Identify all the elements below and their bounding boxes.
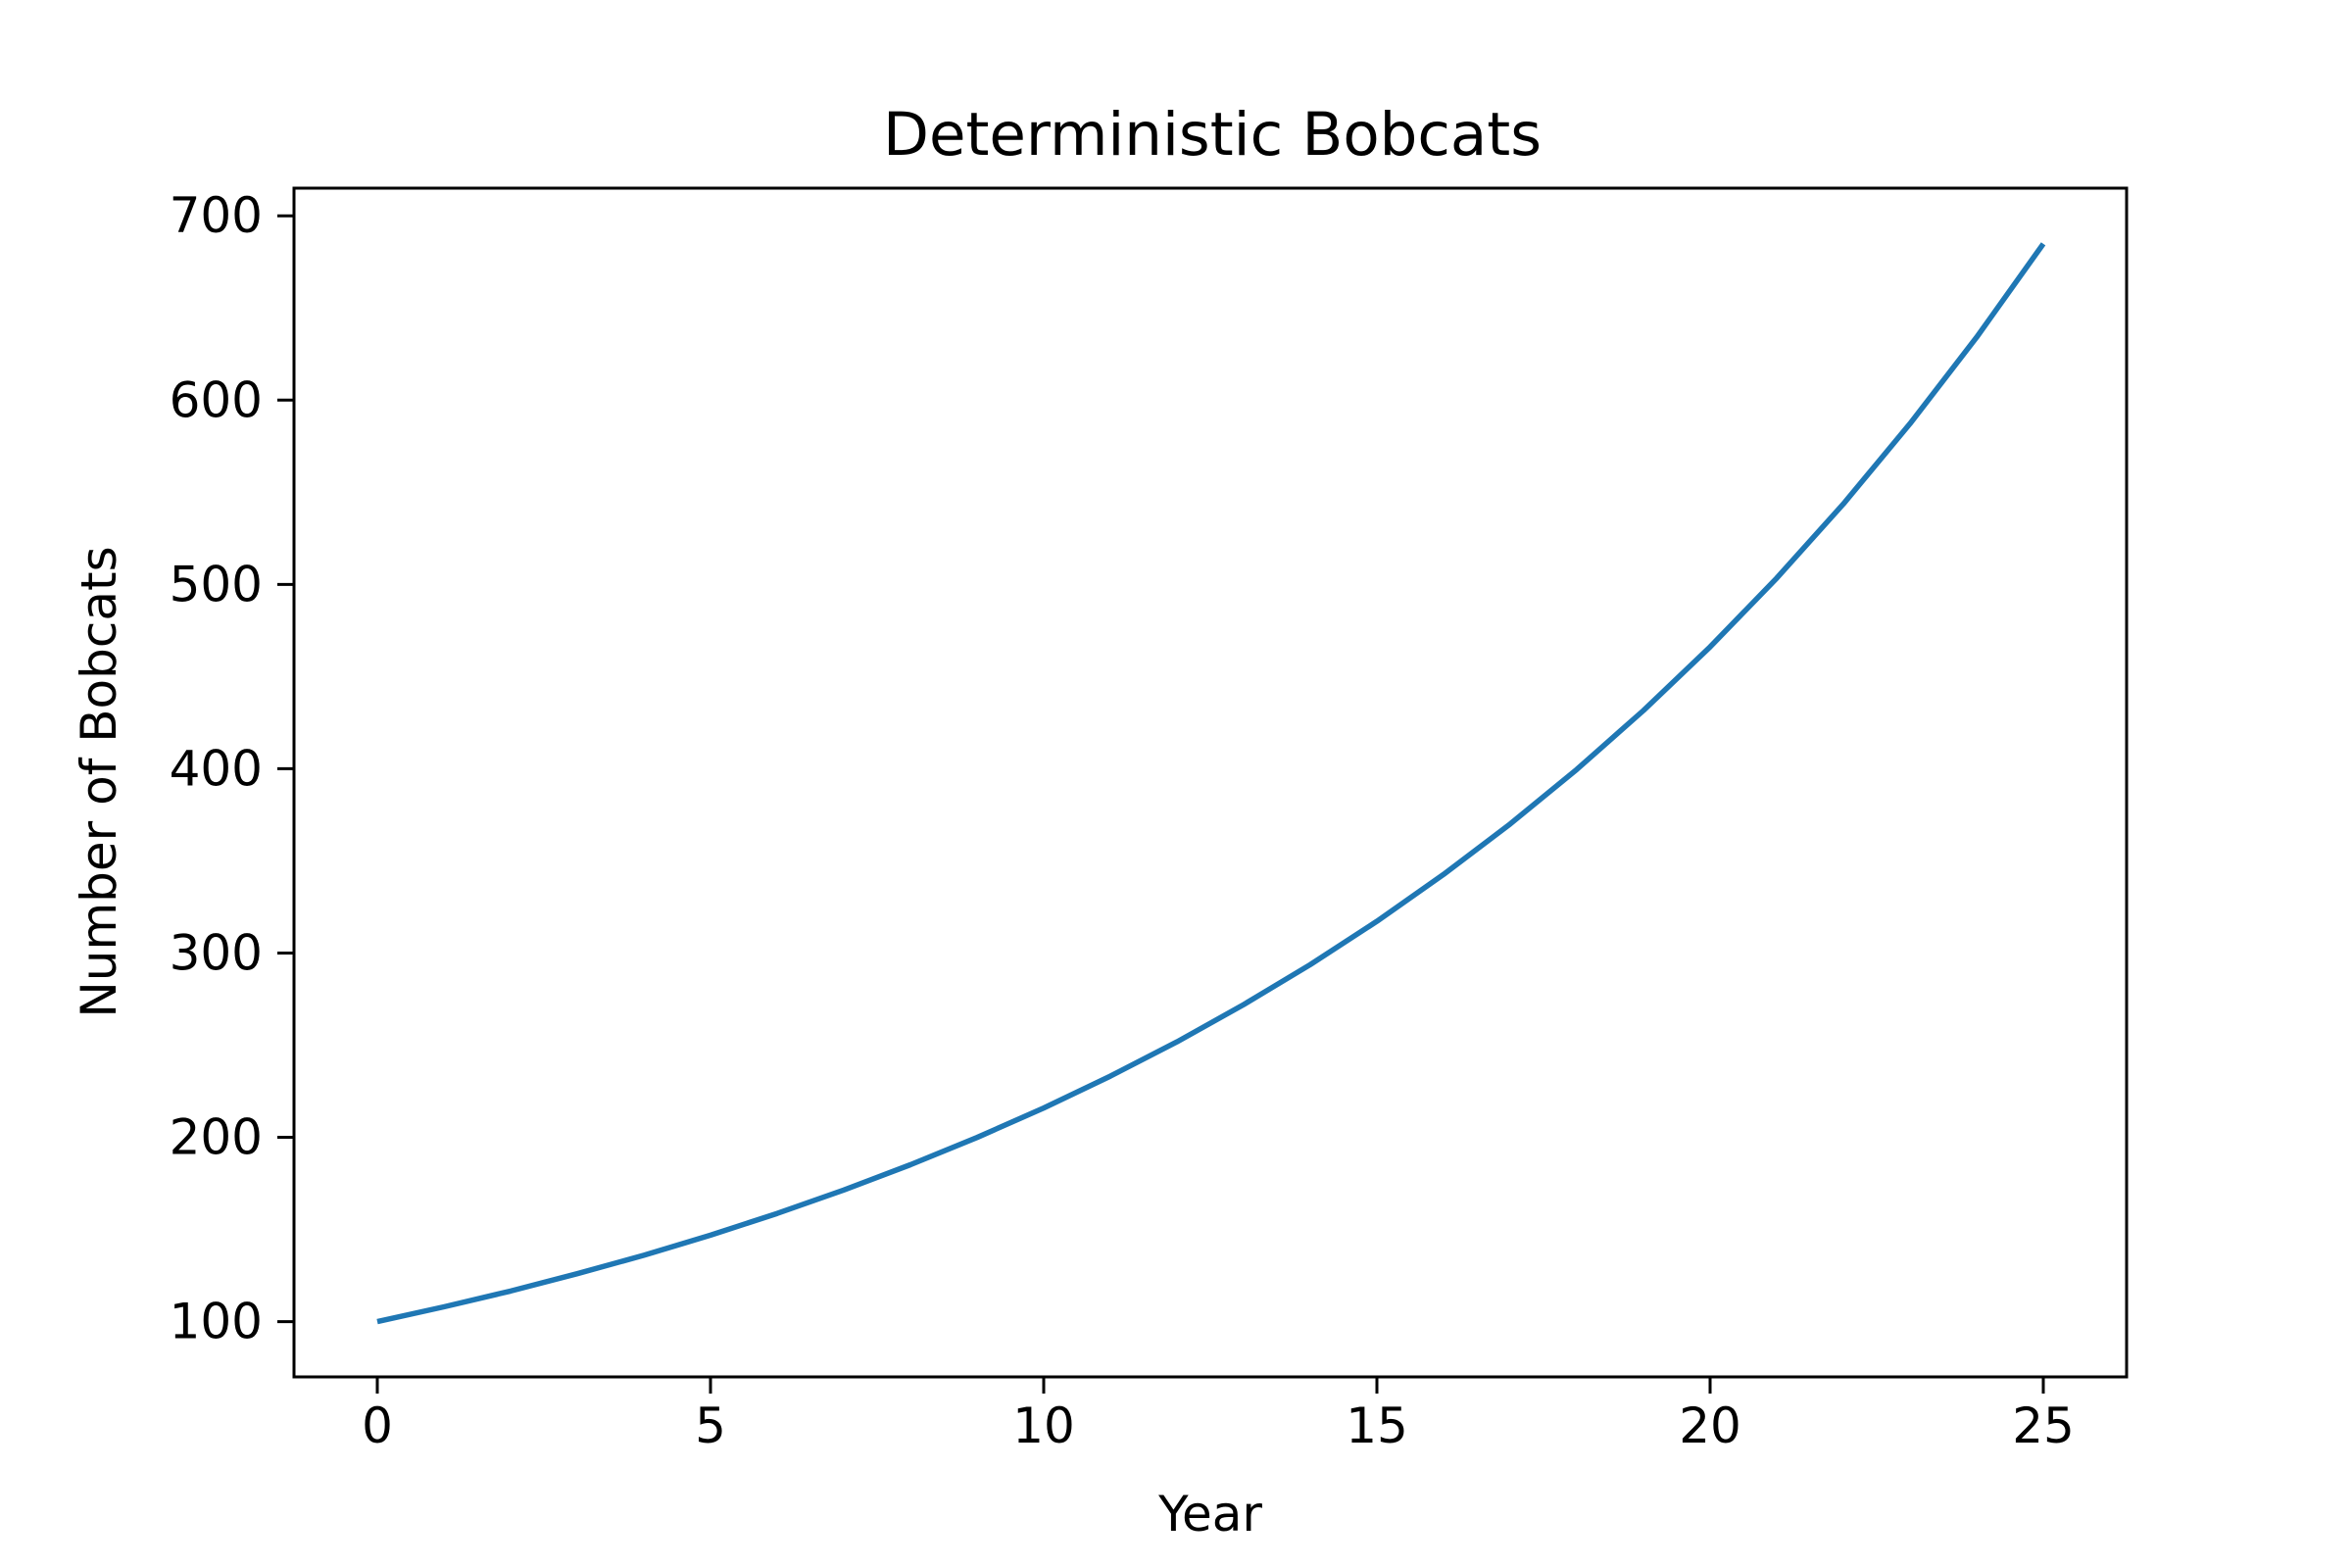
x-axis-label: Year xyxy=(1157,1486,1262,1543)
plot-area xyxy=(376,242,2046,1325)
y-tick-label: 500 xyxy=(170,556,263,612)
x-tick-label: 15 xyxy=(1346,1397,1408,1454)
y-axis: 100 200 300 400 500 600 700 xyxy=(170,187,294,1350)
x-tick-label: 25 xyxy=(2012,1397,2075,1454)
x-tick-label: 20 xyxy=(1679,1397,1741,1454)
chart-title: Deterministic Bobcats xyxy=(883,100,1542,170)
axes-frame xyxy=(292,186,2129,1379)
x-tick-label: 10 xyxy=(1012,1397,1075,1454)
y-tick-label: 300 xyxy=(170,924,263,981)
x-axis: 0 5 10 15 20 25 xyxy=(362,1377,2075,1454)
x-tick-label: 0 xyxy=(362,1397,393,1454)
y-tick-label: 200 xyxy=(170,1109,263,1166)
x-tick-label: 5 xyxy=(695,1397,726,1454)
y-tick-label: 400 xyxy=(170,740,263,797)
y-tick-label: 100 xyxy=(170,1294,263,1350)
y-axis-label: Number of Bobcats xyxy=(71,546,127,1017)
y-tick-label: 600 xyxy=(170,371,263,428)
series-line xyxy=(376,242,2046,1325)
y-tick-label: 700 xyxy=(170,187,263,244)
